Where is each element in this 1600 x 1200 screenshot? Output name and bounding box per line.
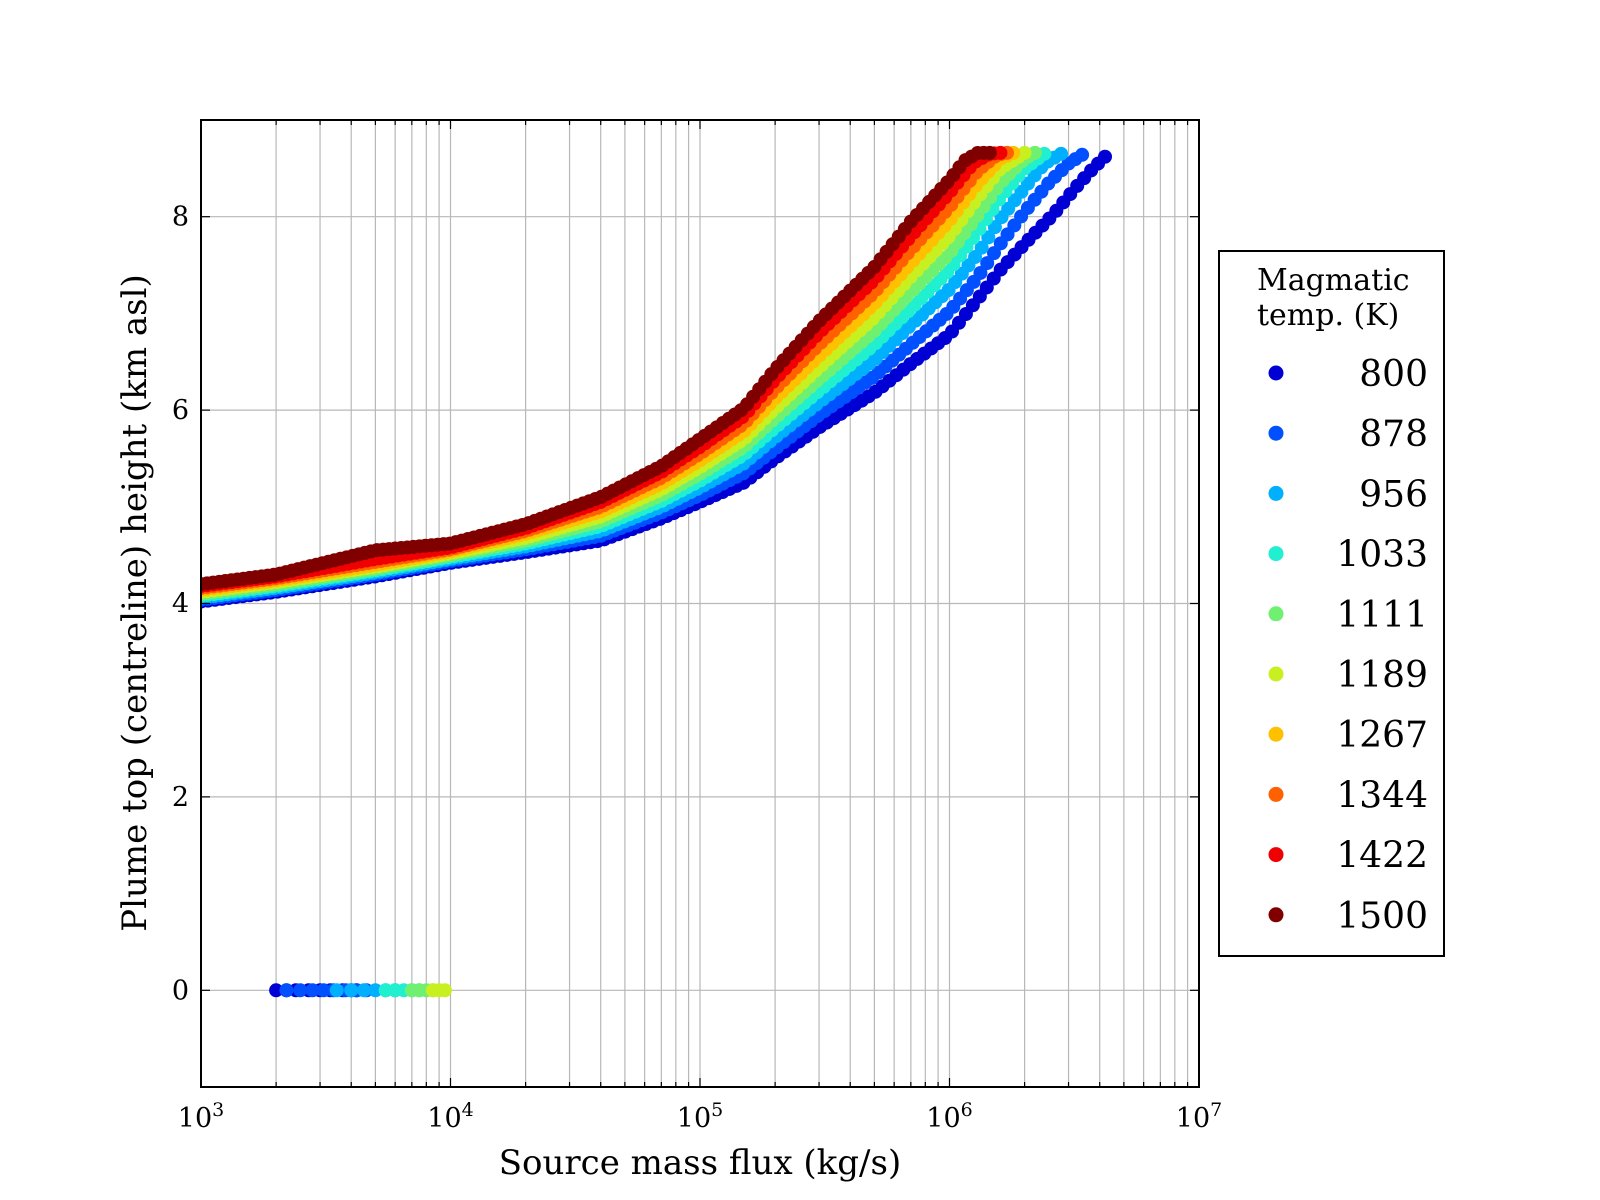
legend-entry-1033: 1033 [1268,535,1428,576]
data-point-ground [344,983,359,998]
legend-label: 1267 [1336,715,1428,756]
legend-marker [1268,365,1284,381]
legend-label: 1189 [1336,655,1428,696]
data-point-ground [368,983,383,998]
legend-marker [1268,425,1284,441]
data-point-ground [305,983,320,998]
data-point [987,220,1002,235]
legend-entry-1500: 1500 [1268,896,1428,937]
legend-title-line: Magmatic [1257,263,1410,298]
data-point [974,240,989,255]
legend-label: 1033 [1336,535,1428,576]
y-tick-label: 2 [172,782,189,813]
y-tick-label: 0 [172,975,189,1006]
legend-entry-1267: 1267 [1268,715,1428,756]
data-point-ground [316,983,331,998]
legend-label: 1111 [1336,595,1428,636]
legend-entry-1344: 1344 [1268,775,1428,816]
legend-marker [1268,546,1284,562]
legend-marker [1268,606,1284,622]
legend-entry-878: 878 [1268,414,1428,455]
data-point-ground [279,983,294,998]
y-axis-title: Plume top (centreline) height (km asl) [115,274,155,932]
legend-entry-800: 800 [1268,354,1428,395]
data-point [981,230,996,245]
data-point [1098,149,1113,164]
x-tick-label: 106 [926,1099,972,1134]
legend-marker [1268,847,1284,863]
data-point [980,256,995,271]
legend-label: 956 [1359,474,1428,515]
x-axis-title: Source mass flux (kg/s) [499,1143,901,1183]
legend-label: 800 [1359,354,1428,395]
data-point-ground [329,983,344,998]
data-point [1054,146,1069,161]
data-point-ground [437,983,452,998]
legend-entry-1111: 1111 [1268,595,1428,636]
data-point-ground [293,983,308,998]
legend-label: 1422 [1336,836,1428,877]
legend-marker [1268,666,1284,682]
data-point-ground [269,983,284,998]
x-tick-label: 104 [427,1099,473,1134]
data-point [986,246,1001,261]
data-point [1075,147,1090,162]
y-tick-label: 6 [172,395,189,426]
data-point [982,145,997,160]
legend-entry-1189: 1189 [1268,655,1428,696]
y-tick-label: 4 [172,589,189,620]
x-tick-label: 103 [178,1099,224,1134]
data-point [1027,145,1042,160]
data-point [993,145,1008,160]
data-point [973,265,988,280]
legend-entry-1422: 1422 [1268,836,1428,877]
data-point [1017,145,1032,160]
legend-frame [1218,250,1445,957]
legend-marker [1268,485,1284,501]
grid [201,120,1199,1087]
legend-label: 1344 [1336,775,1428,816]
x-tick-label: 105 [677,1099,723,1134]
legend-label: 1500 [1336,896,1428,937]
data-points [201,145,1113,998]
y-tick-label: 8 [172,202,189,233]
legend-marker [1268,726,1284,742]
legend-marker [1268,907,1284,923]
data-point-ground [356,983,371,998]
series-1500 [201,145,997,592]
axis-ticks: 103 104 105 106 107 0 2 4 6 8 [172,120,1222,1134]
legend-entry-956: 956 [1268,474,1428,515]
legend-title-line: temp. (K) [1257,298,1399,333]
legend-marker [1268,786,1284,802]
legend-label: 878 [1359,414,1428,455]
x-tick-label: 107 [1176,1099,1222,1134]
